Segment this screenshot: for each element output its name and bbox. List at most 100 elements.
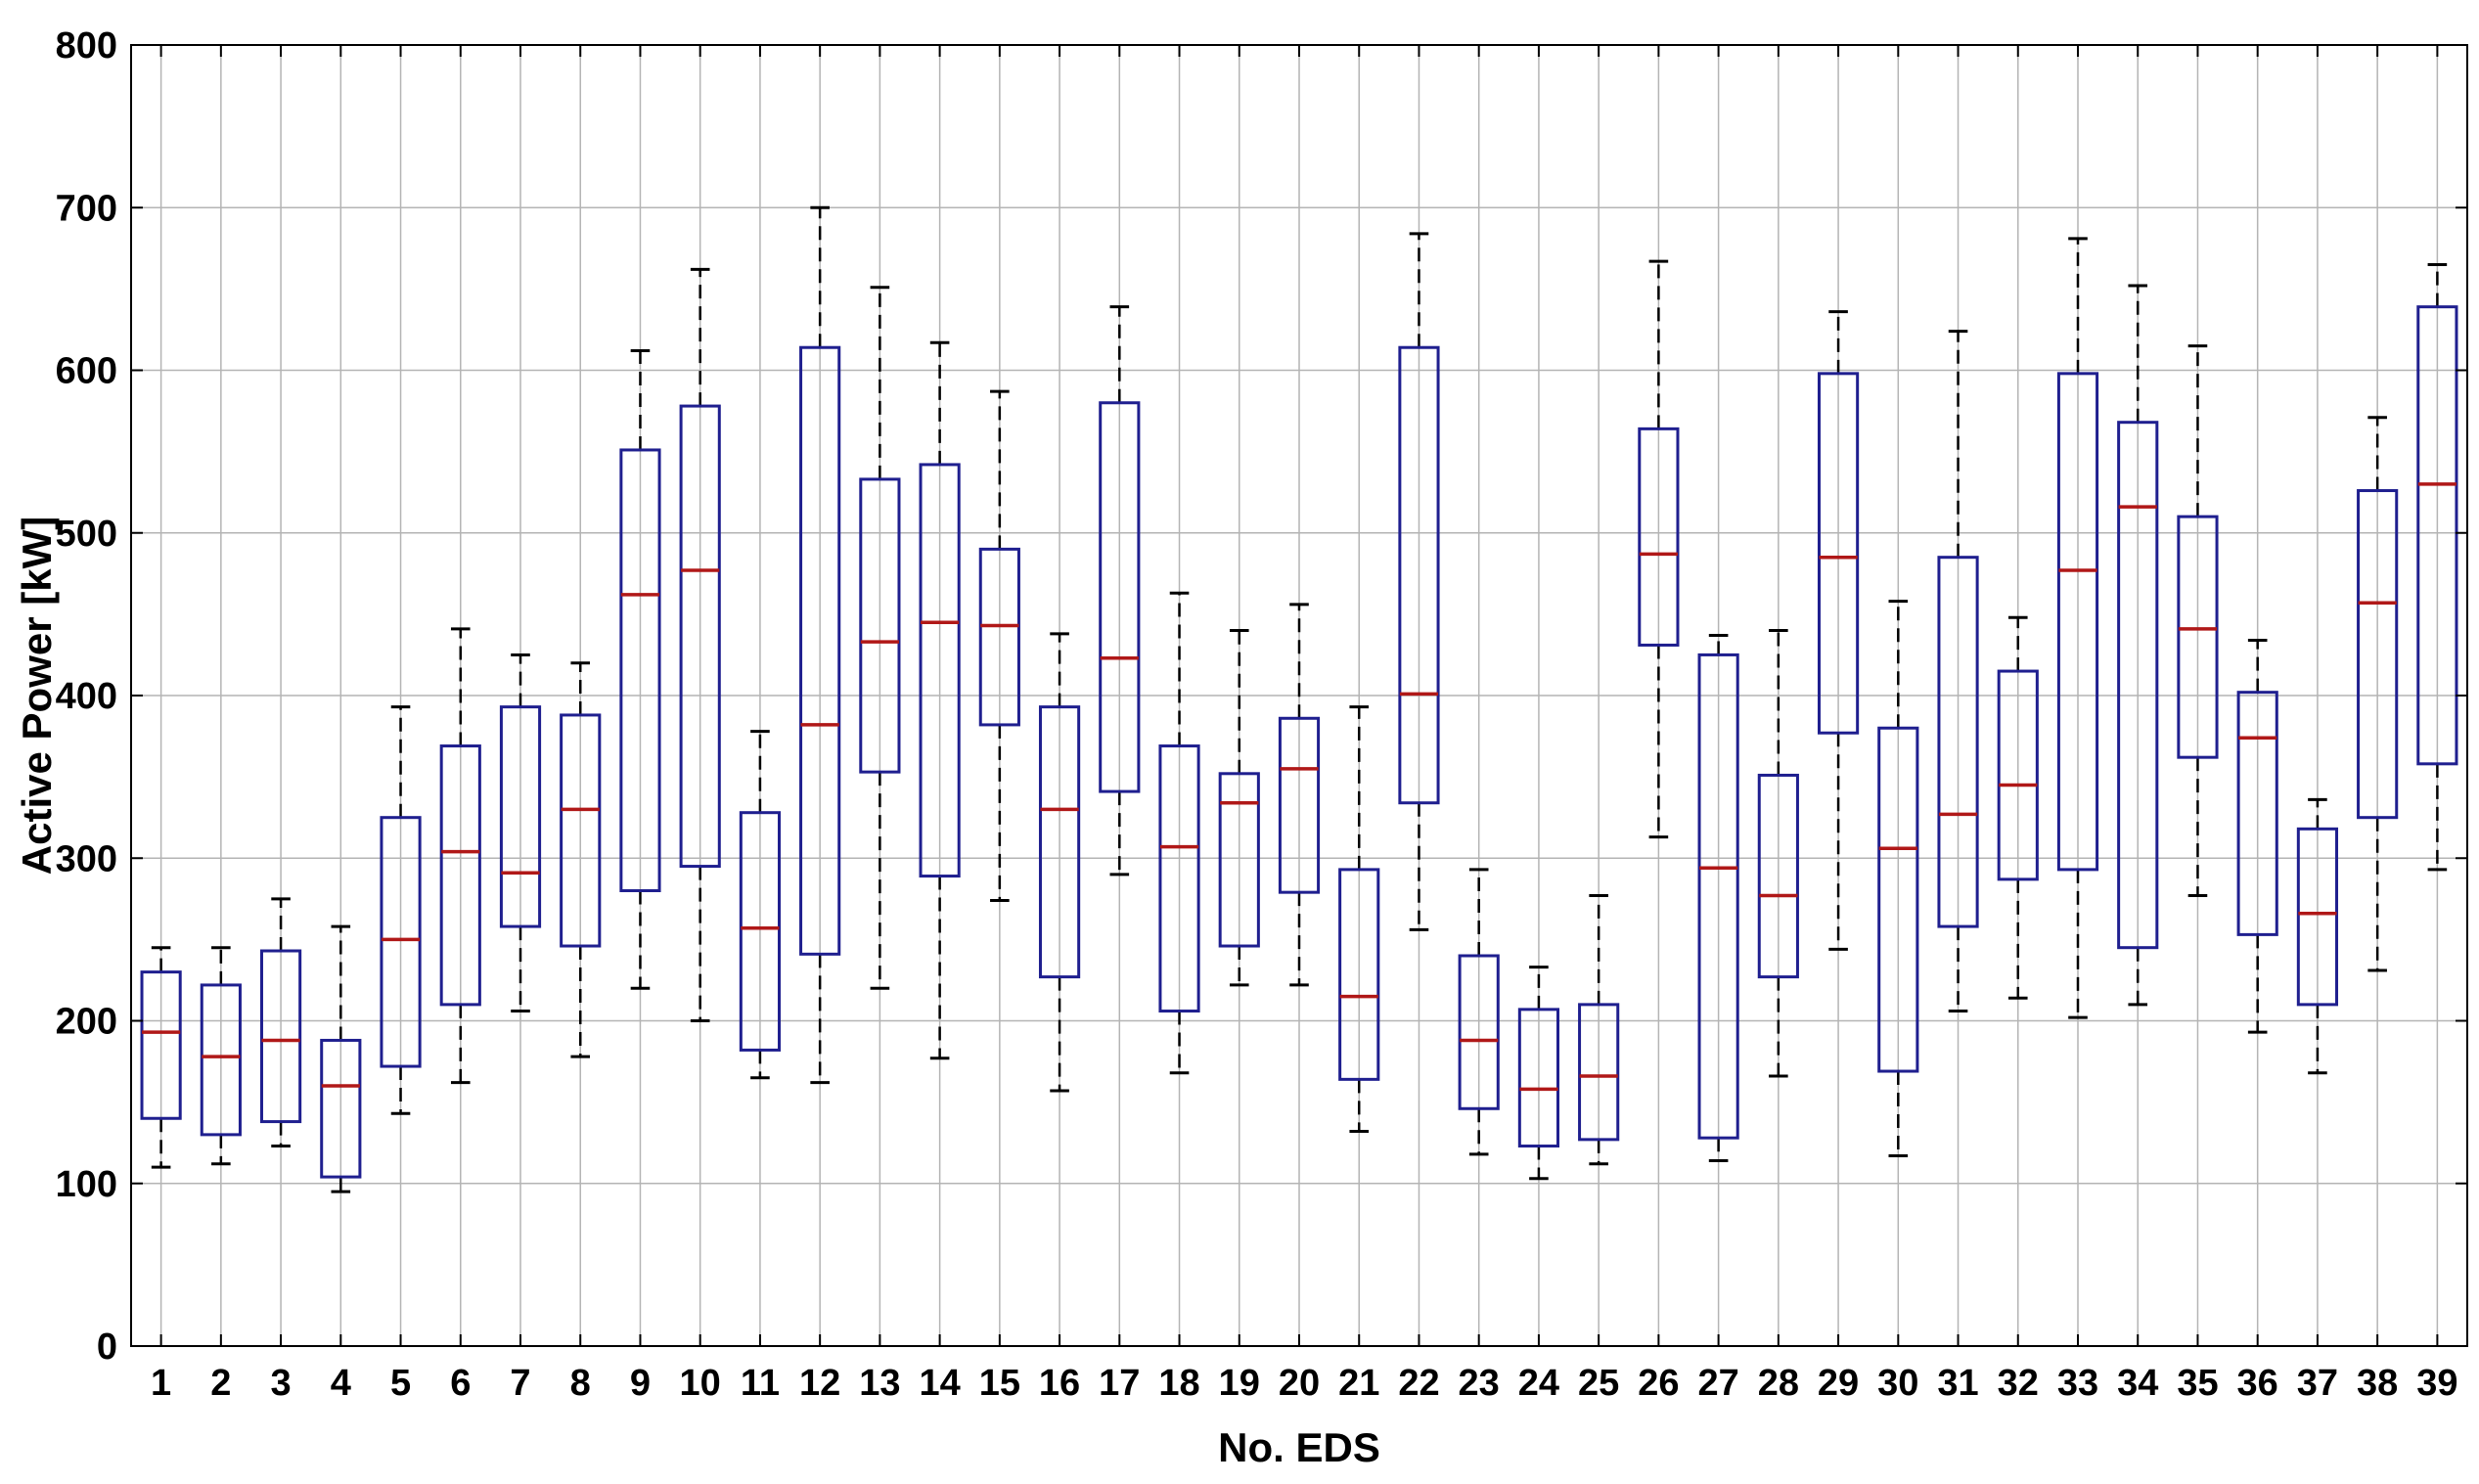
iqr-box [2416, 305, 2458, 766]
box-eds-15 [978, 389, 1020, 902]
box-eds-28 [1757, 629, 1799, 1078]
box-eds-24 [1517, 966, 1560, 1181]
x-tick-label: 38 [2357, 1363, 2398, 1404]
box-eds-33 [2056, 237, 2099, 1019]
iqr-box [2177, 515, 2219, 759]
x-tick-label: 37 [2297, 1363, 2338, 1404]
iqr-box [140, 970, 182, 1120]
x-tick-label: 28 [1758, 1363, 1799, 1404]
box-eds-21 [1338, 705, 1380, 1134]
x-axis-ticks: 1 2 3 4 5 6 7 8 9 10 11 12 13 14 15 16 17 18 19 20 21 22 23 24 2… [151, 45, 2458, 1404]
x-tick-label: 14 [919, 1363, 960, 1404]
iqr-box [200, 983, 242, 1137]
box-eds-3 [259, 897, 302, 1148]
iqr-box [679, 404, 721, 869]
box-eds-8 [560, 661, 602, 1058]
iqr-box [919, 463, 961, 878]
x-tick-label: 1 [151, 1363, 171, 1404]
x-tick-label: 24 [1518, 1363, 1559, 1404]
x-tick-label: 16 [1039, 1363, 1080, 1404]
box-eds-5 [380, 705, 422, 1115]
box-eds-34 [2117, 284, 2159, 1007]
x-tick-label: 13 [859, 1363, 900, 1404]
iqr-box [2296, 827, 2339, 1007]
boxes [140, 205, 2458, 1193]
x-tick-label: 33 [2057, 1363, 2098, 1404]
iqr-box [1398, 345, 1440, 805]
box-eds-4 [320, 924, 362, 1193]
iqr-box [439, 744, 481, 1007]
iqr-box [499, 705, 542, 928]
x-tick-label: 21 [1338, 1363, 1379, 1404]
box-eds-11 [739, 730, 782, 1080]
x-tick-label: 2 [210, 1363, 231, 1404]
iqr-box [1158, 744, 1200, 1013]
box-eds-9 [619, 349, 661, 990]
iqr-box [320, 1038, 362, 1179]
iqr-box [978, 547, 1020, 727]
x-tick-label: 6 [450, 1363, 471, 1404]
iqr-box [1038, 705, 1081, 979]
box-eds-14 [919, 340, 961, 1060]
x-tick-label: 5 [390, 1363, 411, 1404]
iqr-box [380, 816, 422, 1068]
box-eds-26 [1638, 259, 1680, 839]
box-eds-36 [2236, 638, 2278, 1034]
box-eds-16 [1038, 632, 1081, 1093]
iqr-box [1517, 1008, 1560, 1148]
iqr-box [259, 949, 302, 1124]
y-tick-label: 400 [56, 676, 117, 717]
box-eds-18 [1158, 591, 1200, 1075]
iqr-box [1638, 427, 1680, 647]
iqr-box [2236, 691, 2278, 936]
y-tick-label: 600 [56, 351, 117, 392]
y-tick-label: 200 [56, 1002, 117, 1043]
x-tick-label: 11 [741, 1363, 780, 1404]
x-tick-label: 26 [1638, 1363, 1679, 1404]
x-tick-label: 34 [2117, 1363, 2158, 1404]
x-tick-label: 36 [2237, 1363, 2278, 1404]
x-tick-label: 15 [979, 1363, 1020, 1404]
iqr-box [1458, 954, 1500, 1110]
x-tick-label: 18 [1158, 1363, 1199, 1404]
iqr-box [1877, 726, 1919, 1073]
box-eds-10 [679, 267, 721, 1022]
iqr-box [1757, 773, 1799, 979]
x-tick-label: 23 [1459, 1363, 1500, 1404]
box-eds-6 [439, 627, 481, 1085]
x-tick-label: 19 [1219, 1363, 1260, 1404]
x-tick-label: 3 [271, 1363, 292, 1404]
iqr-box [1218, 772, 1260, 948]
iqr-box [1997, 669, 2039, 881]
x-tick-label: 20 [1279, 1363, 1320, 1404]
x-tick-label: 30 [1877, 1363, 1918, 1404]
box-eds-7 [499, 652, 542, 1013]
box-eds-29 [1817, 310, 1860, 951]
box-eds-31 [1937, 330, 1979, 1013]
y-tick-label: 800 [56, 25, 117, 67]
box-eds-2 [200, 946, 242, 1166]
iqr-box [619, 448, 661, 892]
x-tick-label: 32 [1998, 1363, 2039, 1404]
x-tick-label: 22 [1398, 1363, 1439, 1404]
box-eds-22 [1398, 232, 1440, 931]
x-tick-label: 25 [1578, 1363, 1619, 1404]
box-eds-19 [1218, 629, 1260, 987]
y-tick-label: 300 [56, 838, 117, 879]
x-tick-label: 4 [331, 1363, 351, 1404]
iqr-box [1099, 401, 1141, 793]
iqr-box [1817, 372, 1860, 735]
iqr-box [859, 477, 901, 774]
x-tick-label: 10 [680, 1363, 721, 1404]
box-eds-20 [1278, 603, 1321, 987]
box-eds-30 [1877, 600, 1919, 1157]
iqr-box [1697, 652, 1739, 1140]
box-eds-35 [2177, 344, 2219, 897]
box-eds-23 [1458, 868, 1500, 1156]
box-eds-27 [1697, 633, 1739, 1162]
iqr-box [1578, 1003, 1620, 1142]
x-tick-label: 31 [1937, 1363, 1978, 1404]
box-eds-37 [2296, 797, 2339, 1075]
x-axis-title: No. EDS [1218, 1424, 1380, 1470]
x-tick-label: 35 [2177, 1363, 2218, 1404]
